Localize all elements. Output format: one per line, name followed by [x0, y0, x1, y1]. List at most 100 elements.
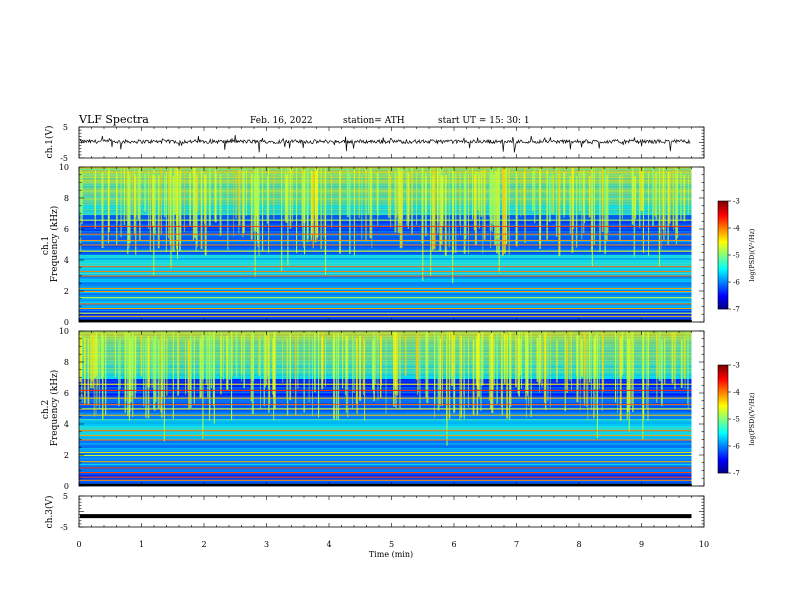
spectrogram-streak [508, 168, 510, 255]
spectrogram-streak [301, 167, 303, 227]
spectrogram-band [79, 423, 692, 426]
spectrogram-band [79, 234, 692, 236]
spectrogram-streak [286, 337, 289, 417]
colorbar-gradient-step [718, 393, 728, 395]
colorbar-tick-label: -5 [733, 252, 740, 260]
station-label: station= ATH [343, 116, 405, 126]
spectrogram-band [79, 364, 692, 367]
spectrogram-band [79, 431, 692, 434]
time-tick-label: 6 [451, 540, 456, 549]
spectrogram-streak [292, 168, 293, 223]
colorbar-gradient-step [718, 376, 728, 378]
spectrogram-streak [588, 331, 591, 383]
colorbar-gradient-step [718, 225, 728, 227]
colorbar-gradient-step [718, 464, 728, 466]
spectrogram-streak [467, 338, 469, 408]
frequency-tick-label: 4 [64, 420, 69, 429]
narrowband-line [79, 479, 692, 481]
spectrogram-spike [287, 167, 289, 266]
narrowband-line [79, 250, 692, 252]
spectrogram-streak [129, 337, 132, 403]
colorbar-gradient-step [718, 296, 728, 298]
colorbar-gradient-step [718, 222, 728, 224]
spectrogram-streak [475, 336, 478, 386]
spectrogram-streak [155, 334, 157, 403]
narrowband-line [79, 312, 692, 314]
colorbar-gradient-step [718, 223, 728, 225]
spectrogram-streak [437, 334, 440, 411]
ch2-colorbar: -3 -4 -5 -6 -7 log(PSD)(V²/Hz) [717, 362, 756, 478]
spectrogram-band [79, 339, 692, 341]
spectrogram-streak [594, 334, 597, 378]
spectrogram-streak [90, 335, 92, 389]
spectrogram-streak [209, 333, 211, 411]
spectrogram-streak [656, 333, 658, 403]
ch1-waveform-line [79, 134, 691, 153]
spectrogram-band [79, 382, 692, 384]
spectrogram-streak [118, 339, 120, 407]
colorbar-gradient-step [718, 256, 728, 258]
spectrogram-band [79, 216, 692, 219]
spectrogram-streak [131, 171, 133, 215]
colorbar-gradient-step [718, 227, 728, 229]
ch3-ytick-top: 5 [63, 492, 68, 501]
narrowband-line [79, 287, 692, 289]
spectrogram-band [79, 267, 692, 270]
colorbar-gradient-step [718, 231, 728, 233]
spectrogram-band [79, 192, 692, 195]
spectrogram-streak [149, 174, 151, 252]
colorbar-gradient-step [718, 211, 728, 213]
colorbar-gradient-step [718, 440, 728, 442]
spectrogram-streak [125, 174, 127, 221]
spectrogram-band [79, 343, 692, 346]
colorbar-gradient-step [718, 462, 728, 464]
colorbar-gradient-step [718, 307, 728, 309]
spectrogram-streak [538, 337, 540, 385]
colorbar-gradient-step [718, 443, 728, 445]
spectrogram-streak [605, 174, 608, 242]
colorbar-gradient-step [718, 470, 728, 472]
spectrogram-streak [362, 339, 364, 390]
colorbar-gradient-step [718, 405, 728, 407]
colorbar-gradient-step [718, 258, 728, 260]
colorbar-gradient-step [718, 213, 728, 215]
colorbar-gradient-step [718, 423, 728, 425]
spectrogram-streak [396, 333, 399, 396]
spectrogram-base-strip [79, 319, 692, 322]
ch2-frequency-label: Frequency (kHz) [49, 370, 60, 447]
spectrogram-band [79, 422, 692, 424]
spectrogram-streak [200, 335, 202, 398]
colorbar-gradient-step [718, 398, 728, 400]
spectrogram-band [79, 428, 692, 431]
spectrogram-band [79, 309, 692, 311]
spectrogram-streak [394, 170, 397, 233]
colorbar-gradient-step [718, 420, 728, 422]
colorbar-gradient-step [718, 201, 728, 203]
spectrogram-streak [411, 172, 413, 217]
time-tick-label: 2 [201, 540, 206, 549]
colorbar-gradient-step [718, 388, 728, 390]
spectrogram-streak [394, 332, 397, 387]
spectrogram-spike [262, 167, 264, 252]
spectrogram-spike [642, 167, 644, 253]
narrowband-line [79, 244, 692, 246]
spectrogram-streak [641, 171, 643, 211]
spectrogram-streak [502, 168, 504, 256]
spectrogram-streak [353, 338, 355, 393]
spectrogram-spike [170, 167, 172, 269]
narrowband-line [79, 383, 692, 385]
spectrogram-streak [476, 339, 479, 416]
narrowband-line [79, 291, 692, 292]
spectrogram-streak [164, 175, 166, 217]
spectrogram-band [79, 279, 692, 281]
spectrogram-band [79, 470, 692, 472]
spectrogram-streak [356, 337, 358, 414]
time-tick-label: 9 [639, 540, 644, 549]
colorbar-gradient-step [718, 244, 728, 246]
spectrogram-streak [534, 167, 536, 224]
colorbar-gradient-step [718, 397, 728, 399]
spectrogram-streak [657, 334, 659, 378]
spectrogram-band [79, 179, 692, 182]
spectrogram-streak [135, 175, 137, 255]
colorbar-gradient-step [718, 432, 728, 434]
